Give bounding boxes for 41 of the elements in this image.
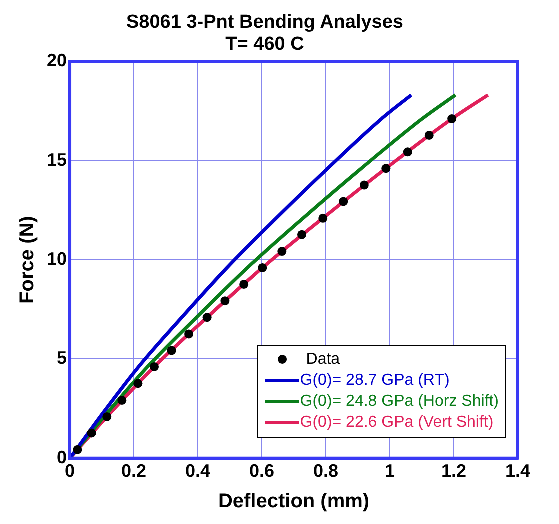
point	[339, 197, 348, 206]
x-tick-label: 1	[385, 461, 396, 482]
point	[118, 396, 127, 405]
y-tick-label: 10	[46, 249, 68, 270]
chart-subtitle: T= 460 C	[226, 34, 305, 56]
legend-label: G(0)= 28.7 GPa (RT)	[300, 371, 450, 391]
point	[424, 130, 434, 140]
y-tick-label: 20	[46, 50, 68, 71]
point	[73, 445, 82, 454]
point	[258, 263, 268, 272]
y-tick-label: 0	[57, 447, 68, 468]
chart-title: S8061 3-Pnt Bending Analyses	[126, 12, 404, 34]
point	[240, 280, 249, 289]
point	[184, 330, 194, 339]
x-axis-title: Deflection (mm)	[218, 490, 370, 513]
x-tick-label: 1.4	[505, 461, 531, 482]
x-tick-label: 0.8	[313, 461, 339, 482]
point	[220, 296, 230, 306]
point	[318, 214, 328, 223]
legend-label: Data	[306, 350, 340, 370]
legend-label: G(0)= 22.6 GPa (Vert Shift)	[300, 413, 494, 433]
point	[102, 412, 112, 422]
point	[382, 164, 391, 174]
y-tick-label: 15	[46, 150, 68, 170]
point	[360, 180, 369, 190]
point	[403, 148, 412, 157]
x-tick-label: 1.2	[441, 461, 467, 482]
point	[87, 428, 96, 438]
point	[298, 230, 307, 240]
point	[278, 247, 287, 256]
y-axis-title: Force (N)	[16, 216, 39, 304]
point	[202, 313, 212, 322]
x-tick-label: 0.2	[122, 461, 147, 482]
y-tick-label: 5	[57, 348, 68, 368]
x-tick-label: 0.6	[249, 461, 275, 482]
point	[167, 346, 176, 356]
point	[448, 114, 457, 124]
point	[150, 362, 159, 372]
point	[134, 379, 143, 388]
x-tick-label: 0.4	[186, 461, 211, 482]
legend-label: G(0)= 24.8 GPa (Horz Shift)	[300, 392, 499, 412]
